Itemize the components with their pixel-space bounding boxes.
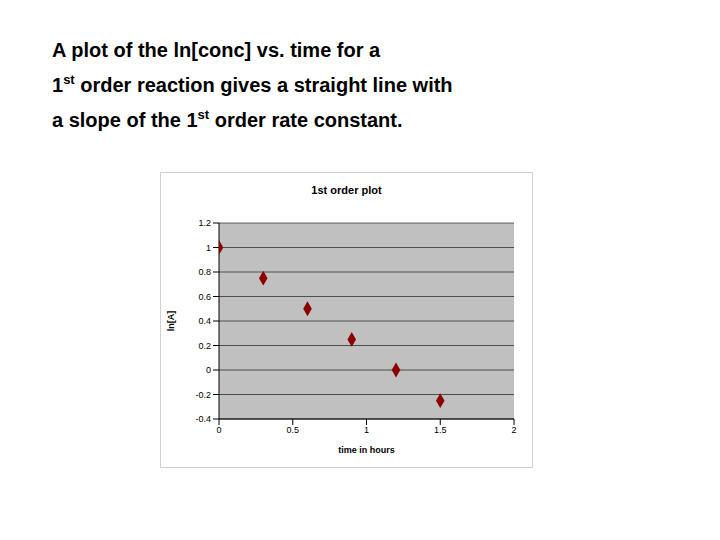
html-text:A plot of the ln[conc] vs. tim: A plot of the ln[conc] vs. time for a [52, 39, 381, 61]
svg-text:1: 1 [206, 243, 211, 253]
svg-text:-0.2: -0.2 [195, 390, 211, 400]
svg-text:0: 0 [206, 365, 211, 375]
svg-text:-0.4: -0.4 [195, 414, 211, 424]
svg-text:0.4: 0.4 [198, 316, 211, 326]
html-text:1st order plot: 1st order plot [311, 184, 382, 196]
svg-text:0.2: 0.2 [198, 341, 211, 351]
html-text:a slope of the 1storder rate c: a slope of the 1storder rate constant. [52, 106, 403, 131]
svg-text:time in hours: time in hours [338, 445, 395, 455]
svg-text:0.5: 0.5 [286, 425, 299, 435]
svg-text:0: 0 [216, 425, 221, 435]
html-text:1storder reaction gives a stra: 1storder reaction gives a straight line … [52, 72, 453, 96]
svg-text:1.2: 1.2 [198, 218, 211, 228]
svg-text:2: 2 [511, 425, 516, 435]
svg-text:1: 1 [364, 425, 369, 435]
svg-text:1.5: 1.5 [434, 425, 447, 435]
svg-text:0.6: 0.6 [198, 292, 211, 302]
svg-text:0.8: 0.8 [198, 267, 211, 277]
svg-text:ln[A]: ln[A] [166, 311, 176, 332]
